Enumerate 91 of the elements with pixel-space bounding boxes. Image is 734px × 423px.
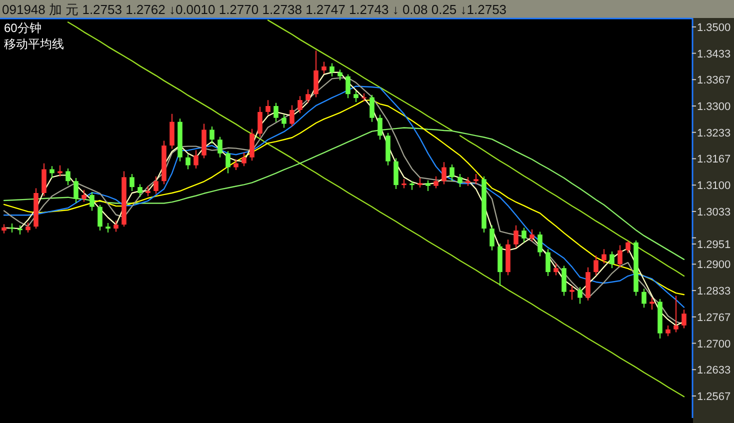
- candlestick: [538, 231, 542, 257]
- y-tick-label: 1.3367: [697, 74, 731, 87]
- line-series: [267, 20, 453, 132]
- candlestick: [626, 240, 630, 254]
- candlestick: [554, 262, 558, 276]
- candlestick: [514, 224, 518, 248]
- candlestick: [354, 90, 358, 103]
- candlestick: [2, 224, 6, 234]
- y-tick-label: 1.3500: [697, 22, 731, 34]
- y-tick-label: 1.3433: [697, 48, 731, 60]
- y-tick-label: 1.3033: [697, 206, 731, 218]
- candlestick: [402, 178, 406, 189]
- candlestick: [442, 162, 446, 185]
- y-tick-label: 1.3233: [697, 127, 731, 140]
- y-tick-label: 1.2700: [697, 338, 731, 350]
- candlestick: [394, 158, 398, 190]
- candlestick: [474, 174, 478, 185]
- line-series: [459, 135, 685, 277]
- candlestick: [194, 150, 198, 169]
- candlestick: [378, 114, 382, 140]
- candlestick: [642, 288, 646, 308]
- candlestick: [666, 324, 670, 337]
- candlestick: [66, 168, 70, 186]
- candlestick: [250, 128, 254, 162]
- candlestick: [602, 248, 606, 264]
- candlestick: [314, 50, 318, 98]
- y-tick-label: 1.2633: [697, 364, 731, 377]
- candlestick: [282, 114, 286, 128]
- y-tick-label: 1.2951: [697, 239, 731, 252]
- candlestick: [170, 113, 174, 150]
- candlestick: [146, 185, 150, 197]
- candlestick: [154, 176, 158, 194]
- candlestick: [338, 69, 342, 81]
- candlestick: [74, 177, 78, 204]
- candlestick: [418, 177, 422, 188]
- candlestick: [226, 150, 230, 174]
- candlestick: [450, 164, 454, 182]
- candlestick: [650, 297, 654, 310]
- y-tick-label: 1.3167: [697, 154, 731, 166]
- annotation: 60分钟: [4, 21, 42, 35]
- candlestick: [138, 184, 142, 198]
- candlestick: [114, 220, 118, 232]
- candlestick: [18, 224, 22, 236]
- candlestick: [618, 244, 622, 268]
- candlestick: [346, 74, 350, 99]
- candlestick: [578, 286, 582, 304]
- y-tick-label: 1.3100: [697, 180, 731, 192]
- y-tick-label: 1.2567: [697, 390, 731, 403]
- candlestick: [434, 176, 438, 189]
- line-series: [67, 22, 685, 398]
- candlestick: [90, 192, 94, 212]
- y-tick-label: 1.2833: [697, 286, 731, 298]
- candlestick: [426, 180, 430, 192]
- candlestick: [330, 62, 334, 77]
- candlestick: [258, 106, 262, 138]
- candlestick: [266, 100, 270, 116]
- candlestick: [242, 152, 246, 167]
- candlestick: [674, 295, 678, 333]
- candlestick: [106, 222, 110, 234]
- candlestick: [210, 126, 214, 144]
- candlestick: [130, 174, 134, 192]
- candlestick: [570, 285, 574, 300]
- candlestick: [274, 102, 278, 122]
- candlestick: [610, 251, 614, 269]
- candlestick: [594, 254, 598, 276]
- candlestick: [562, 265, 566, 296]
- candlestick: [490, 224, 494, 251]
- annotation: 移动平均线: [4, 37, 64, 51]
- candlestick: [42, 162, 46, 197]
- chart-title: 091948 加 元 1.2753 1.2762 ↓0.0010 1.2770 1.2738 1.2747 1.2743 ↓ 0.08 0.25 ↓1.2753: [2, 2, 507, 17]
- candlestick: [218, 136, 222, 158]
- candlestick: [682, 309, 686, 329]
- candlestick: [50, 166, 54, 178]
- candlestick: [458, 174, 462, 188]
- y-tick-label: 1.2767: [697, 312, 731, 324]
- candlestick: [546, 248, 550, 277]
- candlestick: [26, 222, 30, 234]
- candlestick: [522, 227, 526, 243]
- candlestick: [58, 164, 62, 177]
- candlestick: [298, 96, 302, 114]
- candlestick: [370, 94, 374, 122]
- candlestick: [530, 228, 534, 242]
- candlestick: [234, 158, 238, 171]
- candlestick: [290, 104, 294, 128]
- y-tick-label: 1.3300: [697, 100, 731, 113]
- candlestick: [82, 189, 86, 202]
- candlestick: [306, 88, 310, 104]
- y-tick-label: 1.2900: [697, 259, 731, 272]
- candlestick: [322, 61, 326, 74]
- candlestick: [98, 204, 102, 232]
- candlestick: [186, 154, 190, 170]
